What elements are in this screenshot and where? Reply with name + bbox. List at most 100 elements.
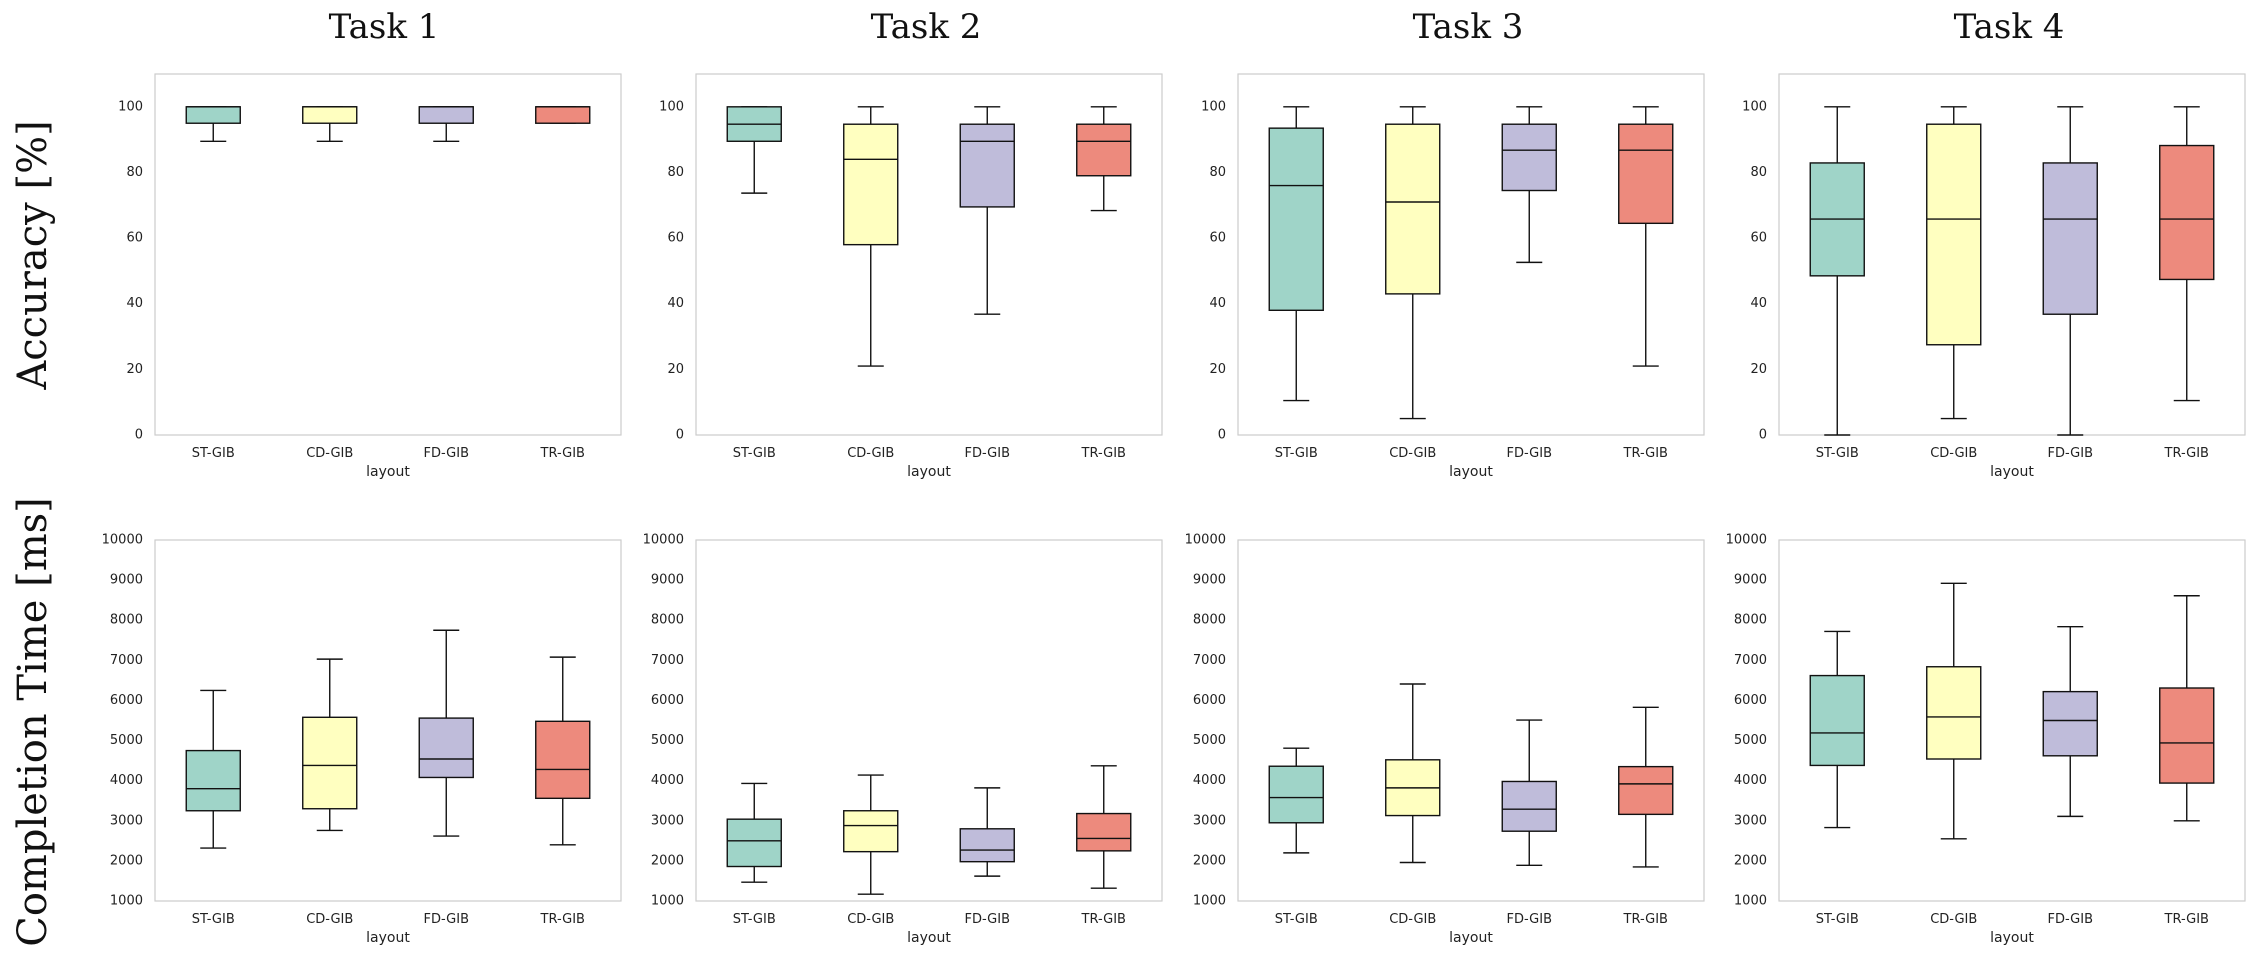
x-tick-label: CD-GIB [847, 446, 894, 461]
box-st-gib [726, 106, 782, 194]
x-tick-label: CD-GIB [1389, 446, 1436, 461]
x-tick-label: CD-GIB [847, 912, 894, 927]
row-label-accuracy: Accuracy [%] [10, 120, 56, 390]
box-st-gib [726, 782, 782, 883]
x-tick-label: FD-GIB [965, 912, 1010, 927]
iqr-box [2159, 687, 2215, 784]
iqr-box [843, 810, 899, 853]
x-tick-label: TR-GIB [1623, 446, 1668, 461]
y-tick-label: 60 [1750, 231, 1767, 246]
panel-completion-time-task-2: 1000 2000 3000 4000 5000 6000 7000 8000 9000 1000… [643, 533, 1163, 946]
plot-frame [154, 73, 622, 436]
y-tick-label: 40 [1750, 296, 1767, 311]
iqr-box [2159, 144, 2215, 281]
iqr-box [418, 106, 474, 124]
y-tick-label: 100 [118, 99, 143, 114]
x-tick-label: FD-GIB [2048, 912, 2093, 927]
panel-accuracy-task-3: 0 20 40 60 80 100 ST-GIB CD-GIB FD-GIB TR-GIB layo… [1201, 73, 1705, 480]
y-tick-label: 4000 [1734, 773, 1767, 788]
x-tick-label: FD-GIB [1507, 912, 1552, 927]
y-tick-label: 2000 [110, 853, 143, 868]
box-fd-gib [418, 106, 474, 142]
box-cd-gib [1385, 106, 1441, 420]
y-tick-label: 8000 [110, 613, 143, 628]
x-tick-label: TR-GIB [2164, 446, 2209, 461]
iqr-box [185, 106, 241, 124]
x-tick-label: TR-GIB [540, 912, 585, 927]
iqr-box [2042, 162, 2098, 315]
box-fd-gib [2042, 625, 2098, 818]
y-tick-label: 6000 [1193, 693, 1226, 708]
iqr-box [1076, 812, 1132, 852]
y-tick-label: 2000 [651, 853, 684, 868]
box-st-gib [1809, 106, 1865, 436]
y-tick-label: 7000 [651, 653, 684, 668]
y-tick-label: 8000 [1193, 613, 1226, 628]
iqr-box [302, 716, 358, 810]
y-tick-label: 20 [1209, 362, 1226, 377]
iqr-box [843, 123, 899, 246]
x-tick-label: FD-GIB [424, 912, 469, 927]
x-axis-label: layout [366, 464, 410, 480]
y-tick-label: 0 [135, 428, 143, 443]
x-tick-label: FD-GIB [1507, 446, 1552, 461]
y-tick-label: 9000 [1734, 573, 1767, 588]
y-tick-label: 10000 [643, 533, 684, 548]
iqr-box [1501, 780, 1557, 832]
y-tick-label: 2000 [1193, 853, 1226, 868]
x-tick-label: CD-GIB [1389, 912, 1436, 927]
x-tick-label: TR-GIB [1623, 912, 1668, 927]
y-tick-label: 0 [1218, 428, 1226, 443]
box-fd-gib [2042, 106, 2098, 436]
y-tick-label: 3000 [110, 813, 143, 828]
panel-accuracy-task-4: 0 20 40 60 80 100 ST-GIB CD-GIB FD-GIB TR-GIB layo… [1742, 73, 2246, 480]
iqr-box [726, 818, 782, 868]
iqr-box [418, 717, 474, 779]
iqr-box [535, 720, 591, 800]
box-cd-gib [1926, 106, 1982, 420]
task-title-4: Task 4 [1954, 7, 2065, 47]
task-title-3: Task 3 [1413, 7, 1524, 47]
y-tick-label: 40 [667, 296, 684, 311]
x-axis-label: layout [907, 930, 951, 946]
y-tick-label: 9000 [1193, 573, 1226, 588]
y-tick-label: 6000 [651, 693, 684, 708]
box-cd-gib [843, 106, 899, 367]
y-tick-label: 4000 [1193, 773, 1226, 788]
y-tick-label: 80 [667, 165, 684, 180]
y-tick-label: 60 [1209, 231, 1226, 246]
y-tick-label: 5000 [110, 733, 143, 748]
y-tick-label: 100 [659, 99, 684, 114]
y-tick-label: 80 [126, 165, 143, 180]
row-label-completion-time: Completion Time [ms] [10, 497, 56, 947]
box-cd-gib [1926, 582, 1982, 840]
y-tick-label: 40 [1209, 296, 1226, 311]
panel-completion-time-task-1: 1000 2000 3000 4000 5000 6000 7000 8000 9000 1000… [102, 533, 622, 946]
iqr-box [185, 749, 241, 812]
x-axis-label: layout [1990, 464, 2034, 480]
y-tick-label: 5000 [1193, 733, 1226, 748]
y-tick-label: 10000 [1726, 533, 1767, 548]
box-tr-gib [1618, 106, 1674, 367]
y-tick-label: 100 [1742, 99, 1767, 114]
y-tick-label: 7000 [1193, 653, 1226, 668]
iqr-box [1385, 123, 1441, 295]
y-tick-label: 1000 [1193, 894, 1226, 909]
x-tick-label: CD-GIB [1930, 446, 1977, 461]
y-tick-label: 1000 [1734, 894, 1767, 909]
y-tick-label: 5000 [651, 733, 684, 748]
y-tick-label: 8000 [1734, 613, 1767, 628]
box-fd-gib [1501, 719, 1557, 867]
y-tick-label: 5000 [1734, 733, 1767, 748]
box-tr-gib [1618, 706, 1674, 868]
x-axis-label: layout [907, 464, 951, 480]
iqr-box [1076, 123, 1132, 177]
box-cd-gib [302, 106, 358, 142]
iqr-box [1926, 123, 1982, 346]
plot-frame [1237, 539, 1705, 902]
box-fd-gib [1501, 106, 1557, 264]
y-tick-label: 1000 [651, 894, 684, 909]
x-tick-label: CD-GIB [306, 912, 353, 927]
box-tr-gib [2159, 595, 2215, 822]
